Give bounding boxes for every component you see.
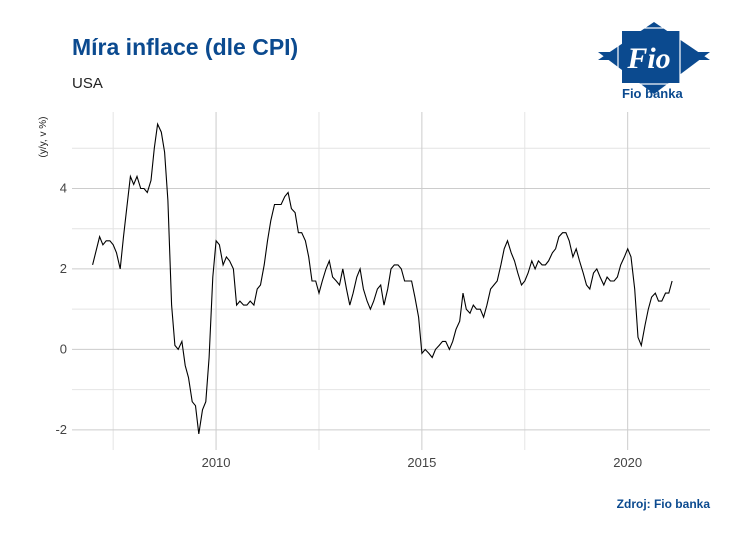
grid-minor (72, 112, 710, 450)
logo-text: Fio banka (622, 86, 683, 101)
x-tick-label: 2020 (613, 455, 642, 470)
y-tick-label: -2 (55, 422, 67, 437)
source-note: Zdroj: Fio banka (616, 497, 710, 511)
logo-glyph-text: Fio (626, 42, 670, 75)
y-tick-label: 0 (60, 341, 67, 356)
x-tick-label: 2010 (202, 455, 231, 470)
grid-major (72, 112, 710, 450)
chart-title: Míra inflace (dle CPI) (72, 34, 299, 60)
chart-subtitle: USA (72, 75, 103, 92)
series-line (92, 122, 673, 434)
y-axis-label: (y/y, v %) (38, 117, 49, 158)
x-tick-label: 2015 (407, 455, 436, 470)
y-axis-ticks: -2 0 2 4 (55, 180, 67, 436)
x-axis-ticks: 2010 2015 2020 (202, 455, 643, 470)
y-tick-label: 2 (60, 261, 67, 276)
fio-logo-icon: Fio (598, 22, 710, 94)
y-tick-label: 4 (60, 180, 67, 195)
